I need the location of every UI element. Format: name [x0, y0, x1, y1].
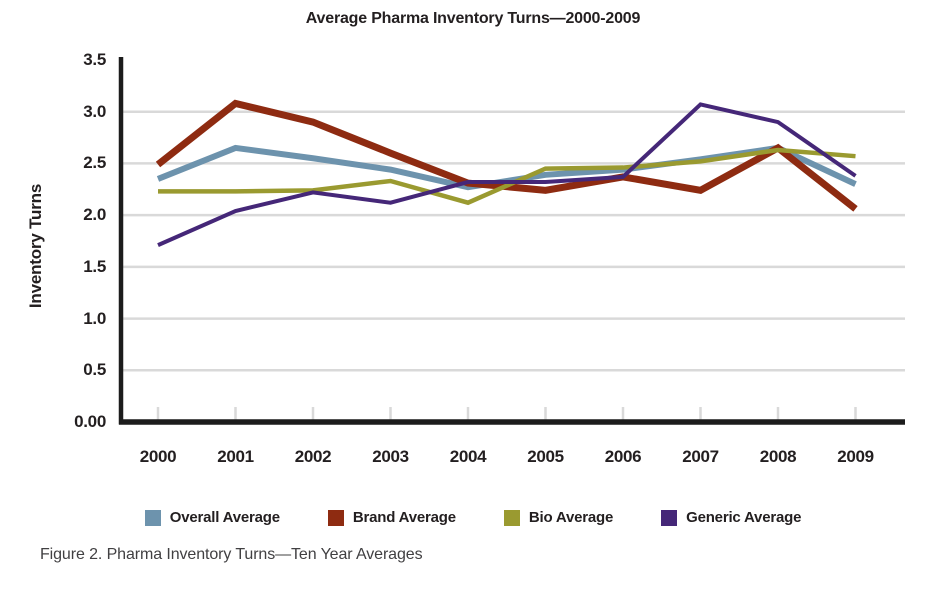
legend-label-brand-average: Brand Average [352, 509, 456, 526]
x-tick-label: 2006 [604, 447, 642, 466]
legend-swatch-overall-average-icon [144, 509, 161, 526]
x-tick-label: 2007 [682, 447, 719, 466]
series-line-generic-average [157, 102, 857, 247]
x-tick-label: 2004 [449, 447, 487, 466]
x-tick-label: 2001 [217, 447, 254, 466]
legend-swatch-bio-average-icon [503, 509, 520, 526]
y-tick-label: 1.5 [83, 256, 106, 276]
y-tick-label: 2.5 [83, 153, 106, 173]
legend-label-bio-average: Bio Average [528, 509, 614, 526]
y-tick-label: 3.5 [83, 49, 106, 69]
series-line-bio-average [158, 147, 856, 206]
legend-swatch-brand-average-icon [327, 509, 344, 526]
x-tick-label: 2000 [139, 447, 177, 466]
chart-title: Average Pharma Inventory Turns—2000-2009 [305, 10, 641, 27]
x-tick-label: 2009 [837, 447, 874, 466]
legend-item-brand-average: Brand Average [327, 509, 456, 526]
x-tick-label: 2002 [294, 447, 332, 466]
y-tick-label: 3.0 [83, 101, 106, 121]
y-tick-label: 0.5 [83, 360, 106, 380]
legend-swatch-generic-average-icon [661, 509, 678, 526]
y-tick-label: 1.0 [83, 308, 106, 328]
x-tick-label: 2005 [527, 447, 564, 466]
legend-item-bio-average: Bio Average [503, 509, 614, 526]
legend: Overall Average Brand Average Bio Averag… [0, 509, 946, 526]
legend-label-generic-average: Generic Average [686, 509, 802, 526]
legend-item-generic-average: Generic Average [661, 509, 801, 526]
legend-label-overall-average: Overall Average [169, 509, 280, 526]
legend-item-overall-average: Overall Average [144, 509, 280, 526]
figure-caption: Figure 2. Pharma Inventory Turns—Ten Yea… [40, 546, 423, 563]
y-tick-label: 2.0 [83, 205, 106, 225]
x-tick-label: 2008 [759, 447, 797, 466]
x-tick-label: 2003 [372, 447, 409, 466]
y-tick-label: 0.00 [74, 412, 106, 431]
